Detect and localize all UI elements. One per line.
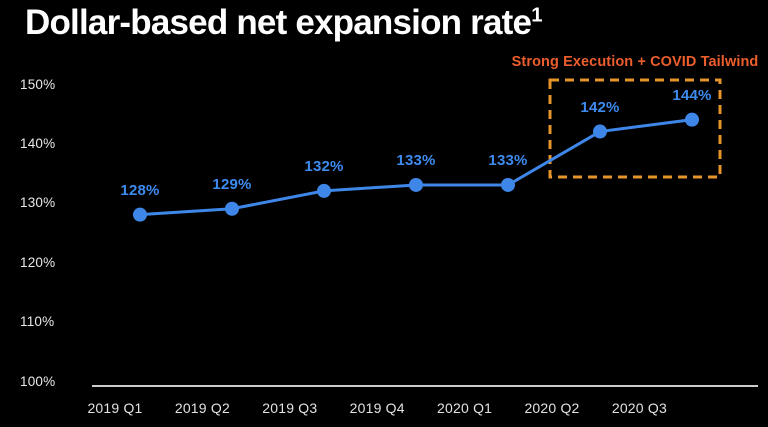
x-axis-label: 2019 Q1 [87,400,143,416]
page-title-text: Dollar-based net expansion rate [25,3,532,42]
y-tick-label: 140% [20,135,56,151]
x-axis-label: 2019 Q4 [349,400,405,416]
x-axis-line [92,385,758,387]
y-tick-label: 110% [20,314,55,330]
footnote-marker: 1 [531,4,542,27]
data-point [685,112,699,127]
annotation-label: Strong Execution + COVID Tailwind [511,54,759,70]
point-value-label: 129% [212,175,252,193]
page-title: Dollar-based net expansion rate1 [25,2,543,44]
data-point [501,177,515,192]
point-value-label: 142% [580,98,620,116]
x-axis-label: 2020 Q2 [524,400,580,416]
point-value-label: 133% [396,151,436,169]
point-value-label: 144% [672,86,712,104]
highlight-box [548,78,722,179]
data-point [593,124,607,139]
point-value-label: 132% [304,157,344,175]
x-axis-label: 2019 Q2 [174,400,230,416]
data-point [317,183,331,198]
y-tick-label: 130% [20,195,56,211]
data-point [409,177,423,192]
x-axis-label: 2020 Q1 [437,400,493,416]
data-point [225,201,239,216]
point-value-label: 133% [488,151,528,169]
data-point [133,207,147,222]
point-value-label: 128% [120,181,160,199]
y-tick-label: 100% [20,373,56,389]
x-axis-label: 2020 Q3 [611,400,667,416]
y-tick-label: 120% [20,254,56,270]
x-axis-label: 2019 Q3 [262,400,318,416]
y-tick-label: 150% [20,76,56,92]
